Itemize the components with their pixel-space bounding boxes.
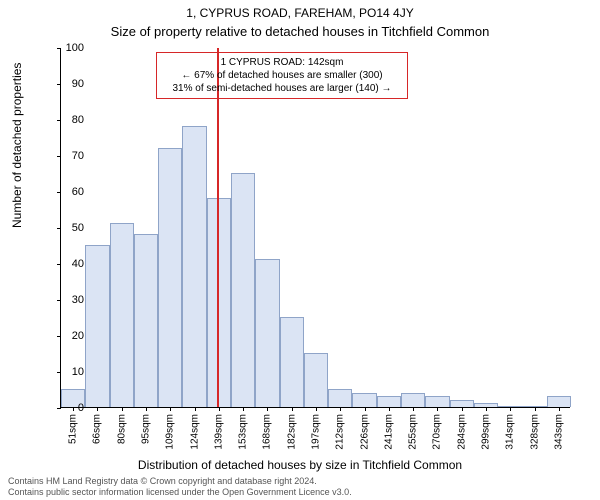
xtick-mark [486,407,487,411]
xtick-mark [292,407,293,411]
ytick-label: 100 [54,42,84,54]
xtick-mark [413,407,414,411]
histogram-bar [425,396,449,407]
histogram-bar [547,396,571,407]
annotation-callout: 1 CYPRUS ROAD: 142sqm← 67% of detached h… [156,52,408,99]
xtick-label: 212sqm [335,414,346,450]
xtick-label: 343sqm [553,414,564,450]
annotation-line: ← 67% of detached houses are smaller (30… [163,69,401,82]
footer-attribution: Contains HM Land Registry data © Crown c… [8,476,352,499]
plot-area: 51sqm66sqm80sqm95sqm109sqm124sqm139sqm15… [60,48,570,408]
xtick-mark [437,407,438,411]
histogram-bar [352,393,376,407]
xtick-label: 197sqm [311,414,322,450]
xtick-label: 95sqm [141,414,152,444]
xtick-mark [340,407,341,411]
xtick-mark [219,407,220,411]
xtick-label: 270sqm [432,414,443,450]
xtick-label: 124sqm [189,414,200,450]
histogram-bar [280,317,304,407]
xtick-label: 66sqm [92,414,103,444]
xtick-mark [559,407,560,411]
y-axis-label: Number of detached properties [10,63,24,228]
ytick-label: 0 [54,402,84,414]
histogram-bar [304,353,328,407]
xtick-mark [97,407,98,411]
ytick-label: 30 [54,294,84,306]
xtick-mark [122,407,123,411]
xtick-label: 139sqm [213,414,224,450]
footer-line-1: Contains HM Land Registry data © Crown c… [8,476,352,487]
histogram-bar [134,234,158,407]
xtick-label: 168sqm [262,414,273,450]
xtick-label: 284sqm [456,414,467,450]
xtick-label: 51sqm [68,414,79,444]
xtick-label: 241sqm [383,414,394,450]
histogram-bar [255,259,279,407]
page-title-line2: Size of property relative to detached ho… [0,20,600,39]
histogram-bar [231,173,255,407]
ytick-label: 90 [54,78,84,90]
ytick-label: 20 [54,330,84,342]
footer-line-2: Contains public sector information licen… [8,487,352,498]
histogram-bar [158,148,182,407]
xtick-label: 80sqm [116,414,127,444]
histogram-bar [377,396,401,407]
xtick-label: 109sqm [165,414,176,450]
xtick-mark [195,407,196,411]
page-title-line1: 1, CYPRUS ROAD, FAREHAM, PO14 4JY [0,0,600,20]
xtick-label: 226sqm [359,414,370,450]
xtick-mark [316,407,317,411]
xtick-mark [462,407,463,411]
histogram-bar [450,400,474,407]
x-axis-label: Distribution of detached houses by size … [0,458,600,472]
annotation-line: 1 CYPRUS ROAD: 142sqm [163,56,401,69]
histogram-bar [328,389,352,407]
xtick-label: 182sqm [286,414,297,450]
ytick-label: 50 [54,222,84,234]
histogram-chart: 51sqm66sqm80sqm95sqm109sqm124sqm139sqm15… [60,48,570,408]
annotation-line: 31% of semi-detached houses are larger (… [163,82,401,95]
xtick-mark [146,407,147,411]
xtick-mark [170,407,171,411]
ytick-label: 10 [54,366,84,378]
xtick-mark [510,407,511,411]
histogram-bar [85,245,109,407]
xtick-label: 328sqm [529,414,540,450]
ytick-label: 40 [54,258,84,270]
ytick-label: 60 [54,186,84,198]
histogram-bar [207,198,231,407]
xtick-mark [535,407,536,411]
xtick-mark [243,407,244,411]
histogram-bar [182,126,206,407]
ytick-label: 80 [54,114,84,126]
xtick-label: 299sqm [481,414,492,450]
xtick-label: 153sqm [238,414,249,450]
xtick-mark [365,407,366,411]
xtick-mark [389,407,390,411]
xtick-mark [267,407,268,411]
xtick-label: 255sqm [408,414,419,450]
histogram-bar [401,393,425,407]
reference-line [217,48,219,407]
ytick-label: 70 [54,150,84,162]
histogram-bar [110,223,134,407]
xtick-label: 314sqm [505,414,516,450]
